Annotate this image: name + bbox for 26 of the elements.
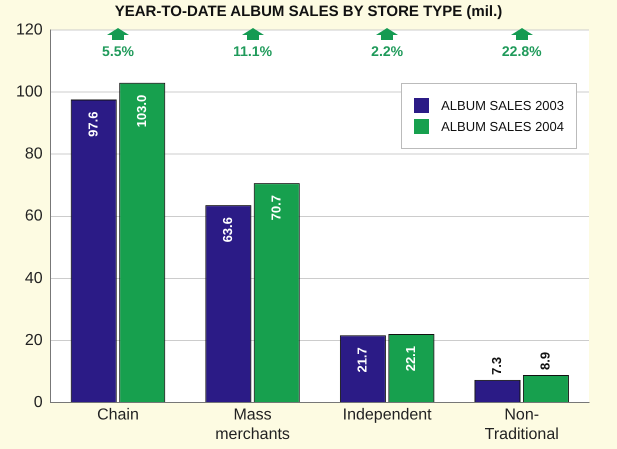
data-label: 21.7 [354,347,370,373]
y-tick-label: 40 [24,270,43,287]
annotation: 11.1% [233,42,273,59]
y-tick-label: 60 [24,208,43,225]
annotation: 2.2% [371,42,404,59]
annotation: 22.8% [502,42,542,59]
data-label: 70.7 [268,195,284,220]
y-tick-label: 80 [24,146,43,163]
x-tick-label: Non-Traditional [484,406,559,443]
y-tick-label: 0 [34,394,43,412]
data-label: 8.9 [538,352,553,370]
x-tick-label: Chain [97,406,139,424]
data-label: 7.3 [489,356,504,375]
data-label: 97.6 [85,112,100,137]
x-tick-label: Independent [342,406,432,424]
annotation: 5.5% [102,42,134,59]
data-label: 22.1 [402,346,418,372]
chart-title: YEAR-TO-DATE ALBUM SALES BY STORE TYPE (mil.) [114,3,504,20]
legend-label: ALBUM SALES 2003 [441,98,564,113]
data-label: 63.6 [220,217,235,242]
y-tick-label: 20 [24,332,43,349]
data-label: 103.0 [134,94,149,128]
y-tick-label: 120 [16,21,43,38]
y-tick-label: 100 [16,84,43,101]
x-tick-label: Mass merchants [215,406,290,443]
legend-label: ALBUM SALES 2004 [441,118,564,134]
